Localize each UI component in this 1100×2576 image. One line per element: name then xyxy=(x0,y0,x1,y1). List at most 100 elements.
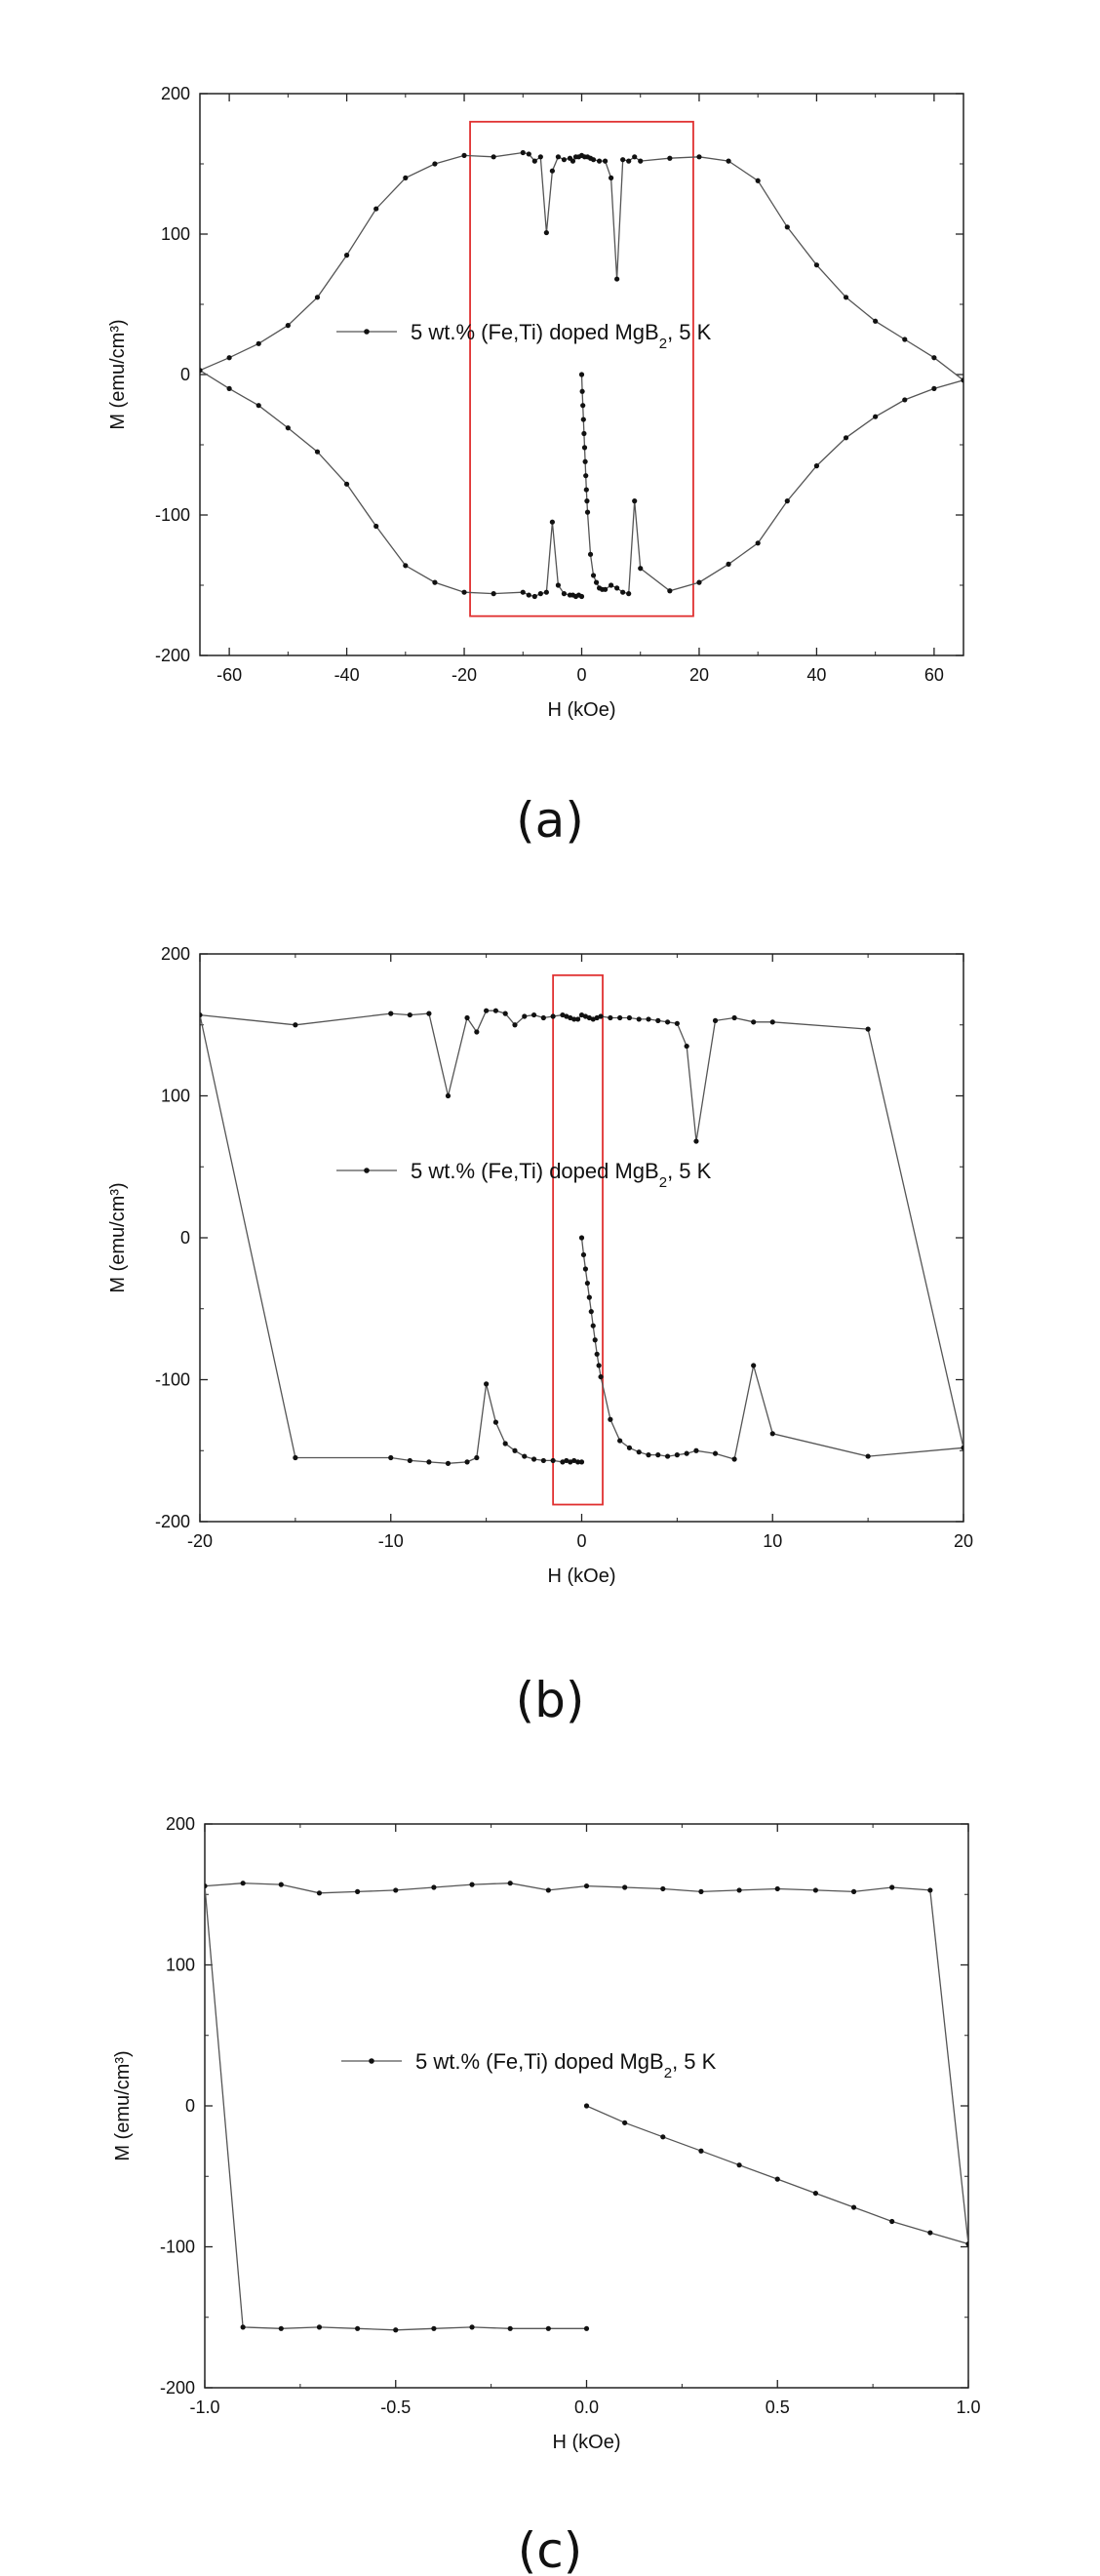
data-point xyxy=(549,519,555,525)
data-point xyxy=(316,2324,323,2330)
data-point xyxy=(693,1138,699,1144)
data-point xyxy=(520,589,526,595)
data-point xyxy=(755,540,761,546)
data-point xyxy=(560,1011,566,1018)
data-point xyxy=(769,1019,775,1025)
legend: 5 wt.% (Fe,Ti) doped MgB2, 5 K xyxy=(341,2049,717,2081)
data-point xyxy=(590,573,597,578)
data-point xyxy=(560,1459,566,1465)
data-point xyxy=(550,1013,556,1019)
data-point xyxy=(588,1309,594,1315)
data-point xyxy=(736,2162,742,2168)
data-point xyxy=(620,589,626,595)
data-point xyxy=(594,1351,600,1357)
data-point xyxy=(474,1029,480,1035)
data-point xyxy=(278,2325,284,2331)
data-point xyxy=(586,1014,592,1021)
data-point xyxy=(445,1460,452,1466)
data-point xyxy=(582,1266,589,1272)
legend-label: 5 wt.% (Fe,Ti) doped MgB2, 5 K xyxy=(415,2049,717,2081)
data-point xyxy=(530,1456,537,1462)
data-point xyxy=(602,158,609,164)
data-point xyxy=(491,591,496,597)
legend: 5 wt.% (Fe,Ti) doped MgB2, 5 K xyxy=(336,320,712,352)
data-point xyxy=(622,2120,628,2125)
data-point xyxy=(636,1016,642,1022)
highlight-box xyxy=(469,120,694,617)
x-tick-label: -10 xyxy=(378,1531,404,1551)
data-point xyxy=(492,1419,499,1425)
data-point xyxy=(698,1888,704,1894)
data-point xyxy=(540,1457,546,1464)
data-point xyxy=(813,463,820,469)
data-point xyxy=(578,1011,585,1018)
data-point xyxy=(522,1453,528,1459)
x-tick-label: 20 xyxy=(689,665,709,685)
data-point xyxy=(784,224,790,230)
data-point xyxy=(873,318,879,324)
data-point xyxy=(769,1431,775,1437)
x-tick-label: -20 xyxy=(187,1531,213,1551)
data-point xyxy=(731,1456,737,1462)
data-point xyxy=(293,1022,298,1028)
legend: 5 wt.% (Fe,Ti) doped MgB2, 5 K xyxy=(336,1159,712,1191)
data-point xyxy=(255,340,261,346)
data-point xyxy=(873,414,879,419)
x-tick-label: 0 xyxy=(576,665,586,685)
data-point xyxy=(550,1457,556,1464)
data-point xyxy=(655,1017,661,1023)
data-point xyxy=(520,149,526,156)
data-point xyxy=(850,2204,857,2210)
data-point xyxy=(751,1019,757,1025)
data-point xyxy=(426,1459,432,1465)
y-tick-label: 200 xyxy=(161,84,190,103)
data-point xyxy=(751,1363,757,1368)
data-point xyxy=(484,1381,490,1387)
data-point xyxy=(961,1445,963,1450)
data-point xyxy=(582,1013,589,1019)
data-point xyxy=(278,1882,284,1887)
y-tick-label: -100 xyxy=(155,505,190,525)
x-tick-label: 20 xyxy=(954,1531,973,1551)
data-point xyxy=(578,1459,585,1465)
data-point xyxy=(583,2325,590,2331)
y-tick-label: -100 xyxy=(155,1370,190,1390)
data-point xyxy=(889,1884,895,1890)
legend-marker xyxy=(364,329,370,335)
data-point xyxy=(574,1459,581,1465)
data-point xyxy=(712,1017,719,1023)
data-point xyxy=(226,385,232,391)
data-point xyxy=(314,449,321,455)
data-point xyxy=(571,1016,577,1022)
data-point xyxy=(526,151,531,157)
data-point xyxy=(512,1447,518,1453)
data-point xyxy=(931,385,937,391)
x-tick-label: 1.0 xyxy=(956,2398,980,2417)
data-point xyxy=(684,1450,689,1456)
data-point xyxy=(502,1011,508,1016)
data-point xyxy=(530,1011,537,1018)
x-tick-label: -0.5 xyxy=(380,2398,411,2417)
y-tick-label: 100 xyxy=(161,224,190,244)
data-point xyxy=(617,1014,623,1021)
legend-marker xyxy=(369,2058,374,2064)
data-point xyxy=(596,158,603,164)
data-point xyxy=(731,1014,737,1021)
data-point xyxy=(355,1888,361,1894)
x-tick-label: 0 xyxy=(576,1531,586,1551)
data-point xyxy=(461,152,467,158)
data-point xyxy=(531,593,537,600)
y-tick-label: -100 xyxy=(160,2238,195,2257)
data-point xyxy=(712,1450,719,1456)
data-point xyxy=(608,1416,613,1422)
data-point xyxy=(902,337,908,342)
data-point xyxy=(555,582,562,588)
data-point xyxy=(674,1452,680,1458)
data-point xyxy=(537,591,543,597)
data-point xyxy=(432,579,438,585)
y-tick-label: 0 xyxy=(185,2096,195,2116)
data-point xyxy=(684,1043,689,1050)
data-point xyxy=(545,1887,551,1893)
data-point xyxy=(784,497,790,504)
